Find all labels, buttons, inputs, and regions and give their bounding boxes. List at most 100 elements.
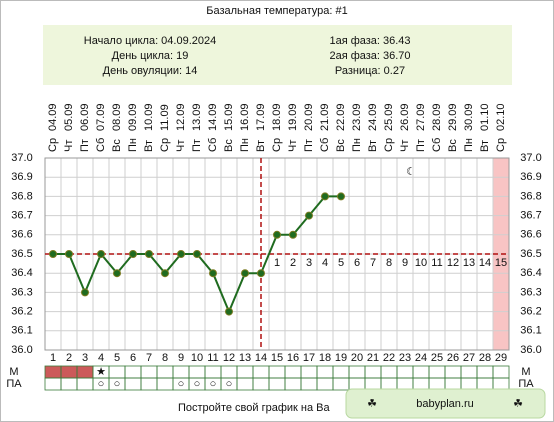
- weekday-label: Сб: [319, 138, 331, 152]
- date-label: 07.09: [95, 103, 107, 131]
- y2-tick-label: 36.1: [520, 325, 541, 337]
- weekday-label: Вс: [111, 139, 123, 152]
- x-tick-label: 13: [239, 352, 251, 364]
- date-label: 01.10: [479, 103, 491, 131]
- info-right: 1ая фаза: 36.43: [329, 35, 410, 47]
- x-tick-label: 11: [207, 352, 218, 364]
- weekday-label: Вс: [335, 139, 347, 152]
- pa-mark: ○: [98, 378, 105, 390]
- weekday-label: Вс: [447, 139, 459, 152]
- weekday-label: Чт: [175, 140, 187, 152]
- y-tick-label: 36.4: [11, 267, 32, 279]
- temperature-point: [321, 192, 329, 201]
- phase-day-label: 14: [479, 257, 491, 269]
- date-label: 21.09: [319, 103, 331, 131]
- y-tick-label: 37.0: [11, 152, 32, 164]
- phase-day-label: 4: [322, 257, 328, 269]
- phase-day-label: 3: [306, 257, 312, 269]
- temperature-point: [177, 250, 185, 258]
- date-label: 27.09: [415, 103, 427, 131]
- date-label: 30.09: [463, 103, 475, 131]
- y2-tick-label: 36.0: [520, 344, 541, 356]
- row-label: М: [9, 366, 18, 378]
- x-tick-label: 21: [367, 352, 379, 364]
- x-tick-label: 25: [431, 352, 443, 364]
- date-label: 02.10: [495, 103, 507, 131]
- weekday-label: Сб: [95, 138, 107, 152]
- temperature-point: [257, 269, 265, 278]
- x-tick-label: 3: [82, 352, 88, 364]
- weekday-label: Вт: [367, 140, 379, 152]
- date-label: 22.09: [335, 103, 347, 131]
- phase-day-label: 13: [463, 257, 475, 269]
- temperature-point: [97, 250, 105, 258]
- weekday-label: Ср: [495, 138, 507, 152]
- brand[interactable]: babyplan.ru: [416, 398, 474, 410]
- date-label: 26.09: [399, 103, 411, 131]
- date-label: 14.09: [207, 103, 219, 131]
- weekday-label: Вт: [255, 140, 267, 152]
- x-tick-label: 5: [114, 352, 120, 364]
- x-tick-label: 18: [319, 352, 331, 364]
- weekday-label: Пн: [239, 138, 251, 152]
- date-label: 18.09: [271, 103, 283, 131]
- phase-day-label: 11: [431, 257, 442, 269]
- phase-day-label: 6: [354, 257, 360, 269]
- y2-tick-label: 36.2: [520, 306, 541, 318]
- x-tick-label: 19: [335, 352, 347, 364]
- date-label: 23.09: [351, 103, 363, 131]
- x-tick-label: 26: [447, 352, 459, 364]
- phase-day-label: 9: [402, 257, 408, 269]
- weekday-label: Пт: [303, 139, 315, 152]
- y2-tick-label: 37.0: [520, 152, 541, 164]
- temperature-point: [241, 269, 249, 278]
- phase-day-label: 7: [370, 257, 376, 269]
- weekday-label: Ср: [159, 138, 171, 152]
- weekday-label: Ср: [383, 138, 395, 152]
- temperature-point: [225, 307, 233, 316]
- info-right: Разница: 0.27: [335, 65, 405, 77]
- weekday-label: Пт: [191, 139, 203, 152]
- weekday-label: Ср: [47, 138, 59, 152]
- x-tick-label: 15: [271, 352, 283, 364]
- x-tick-label: 24: [415, 352, 427, 364]
- y-tick-label: 36.3: [11, 286, 32, 298]
- star-mark: ★: [96, 366, 106, 378]
- date-label: 25.09: [383, 103, 395, 131]
- phase-day-label: 12: [447, 257, 459, 269]
- x-tick-label: 1: [50, 352, 56, 364]
- weekday-label: Сб: [431, 138, 443, 152]
- info-right: 2ая фаза: 36.70: [329, 50, 410, 62]
- y-tick-label: 36.7: [11, 210, 32, 222]
- weekday-label: Пн: [463, 138, 475, 152]
- brand-box: [345, 388, 546, 419]
- x-tick-label: 16: [287, 352, 299, 364]
- x-tick-label: 6: [130, 352, 136, 364]
- row-label: ПА: [6, 378, 22, 390]
- footer: Постройте свой график на Ba ☘ ☘ babyplan…: [178, 388, 546, 419]
- menstruation-cell: [61, 366, 77, 378]
- pa-mark: ○: [114, 378, 121, 390]
- y2-tick-label: 36.5: [520, 248, 541, 260]
- x-tick-label: 17: [303, 352, 315, 364]
- info-left: Начало цикла: 04.09.2024: [84, 35, 216, 47]
- x-tick-label: 9: [178, 352, 184, 364]
- temperature-point: [305, 211, 313, 220]
- y2-tick-label: 36.4: [520, 267, 541, 279]
- y-tick-label: 36.9: [11, 171, 32, 183]
- x-tick-label: 29: [495, 352, 507, 364]
- info-left: День овуляции: 14: [103, 65, 198, 77]
- y-tick-label: 36.8: [11, 190, 32, 202]
- temperature-point: [209, 269, 217, 278]
- menstruation-cell: [45, 366, 61, 378]
- info-box: [43, 25, 512, 85]
- x-tick-label: 20: [351, 352, 363, 364]
- y2-tick-label: 36.7: [520, 210, 541, 222]
- y2-tick-label: 36.6: [520, 229, 541, 241]
- date-label: 04.09: [47, 103, 59, 131]
- moon-icon: ☾: [406, 166, 416, 178]
- x-tick-label: 22: [383, 352, 395, 364]
- date-label: 13.09: [191, 103, 203, 131]
- date-label: 15.09: [223, 103, 235, 131]
- date-label: 08.09: [111, 103, 123, 131]
